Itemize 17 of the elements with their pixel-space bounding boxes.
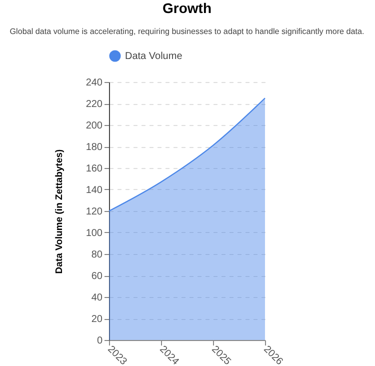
y-axis-title: Data Volume (in Zettabytes) — [54, 149, 65, 274]
y-tick-label: 20 — [91, 314, 103, 325]
y-tick-label: 120 — [86, 206, 103, 218]
y-tick-label: 140 — [86, 185, 103, 196]
y-tick-label: 0 — [96, 336, 103, 346]
y-tick-label: 180 — [86, 142, 103, 153]
legend-label: Data Volume — [125, 51, 183, 62]
y-tick-label: 200 — [86, 120, 103, 132]
y-tick-label: 60 — [91, 271, 103, 282]
chart-subtitle: Global data volume is accelerating, requiring businesses to adapt to handle significantly more data. — [10, 26, 364, 36]
y-tick-label: 80 — [91, 250, 103, 260]
chart-title: Growth — [162, 0, 212, 16]
y-tick-label: 160 — [86, 164, 103, 174]
y-tick-label: 240 — [86, 78, 103, 88]
y-tick-label: 40 — [91, 292, 103, 304]
y-tick-label: 100 — [86, 228, 103, 239]
y-tick-label: 220 — [86, 99, 103, 110]
